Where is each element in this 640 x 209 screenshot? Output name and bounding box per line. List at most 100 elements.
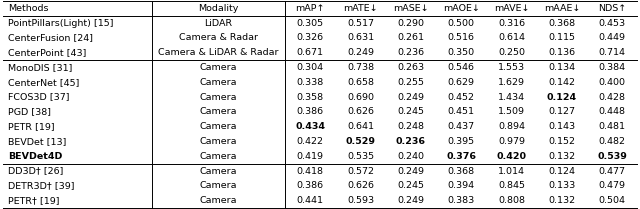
Text: 0.614: 0.614 [498, 33, 525, 42]
Text: Camera: Camera [200, 78, 237, 87]
Text: 0.481: 0.481 [599, 122, 626, 131]
Text: 0.255: 0.255 [397, 78, 424, 87]
Text: Camera & LiDAR & Radar: Camera & LiDAR & Radar [158, 48, 279, 57]
Text: 0.245: 0.245 [397, 107, 424, 116]
Text: 0.808: 0.808 [498, 196, 525, 205]
Text: LiDAR: LiDAR [205, 19, 233, 28]
Text: 0.434: 0.434 [295, 122, 325, 131]
Text: 0.384: 0.384 [598, 63, 626, 72]
Text: 0.338: 0.338 [296, 78, 324, 87]
Text: 0.428: 0.428 [599, 93, 626, 102]
Text: 0.441: 0.441 [296, 196, 324, 205]
Text: 0.453: 0.453 [598, 19, 626, 28]
Text: 0.386: 0.386 [296, 181, 324, 190]
Text: 0.418: 0.418 [296, 167, 324, 176]
Text: 0.979: 0.979 [498, 137, 525, 146]
Text: 0.249: 0.249 [397, 196, 424, 205]
Text: 0.641: 0.641 [347, 122, 374, 131]
Text: 0.240: 0.240 [397, 152, 424, 161]
Text: mASE↓: mASE↓ [393, 4, 429, 13]
Text: Camera: Camera [200, 181, 237, 190]
Text: 0.422: 0.422 [296, 137, 324, 146]
Text: 0.449: 0.449 [599, 33, 626, 42]
Text: 0.419: 0.419 [296, 152, 324, 161]
Text: 0.136: 0.136 [548, 48, 575, 57]
Text: 0.714: 0.714 [599, 48, 626, 57]
Text: 0.142: 0.142 [548, 78, 575, 87]
Text: DETR3D† [39]: DETR3D† [39] [8, 181, 74, 190]
Text: 0.249: 0.249 [347, 48, 374, 57]
Text: 0.127: 0.127 [548, 107, 575, 116]
Text: 0.132: 0.132 [548, 152, 575, 161]
Text: 0.383: 0.383 [447, 196, 475, 205]
Text: CenterPoint [43]: CenterPoint [43] [8, 48, 86, 57]
Text: 0.477: 0.477 [599, 167, 626, 176]
Text: Modality: Modality [198, 4, 239, 13]
Text: PointPillars(Light) [15]: PointPillars(Light) [15] [8, 19, 113, 28]
Text: 0.629: 0.629 [448, 78, 475, 87]
Text: 0.350: 0.350 [447, 48, 475, 57]
Text: BEVDet4D: BEVDet4D [8, 152, 62, 161]
Text: 0.593: 0.593 [347, 196, 374, 205]
Text: 0.143: 0.143 [548, 122, 575, 131]
Text: 0.894: 0.894 [498, 122, 525, 131]
Text: DD3D† [26]: DD3D† [26] [8, 167, 63, 176]
Text: Camera: Camera [200, 93, 237, 102]
Text: Camera & Radar: Camera & Radar [179, 33, 258, 42]
Text: FCOS3D [37]: FCOS3D [37] [8, 93, 69, 102]
Text: 0.376: 0.376 [446, 152, 476, 161]
Text: 0.671: 0.671 [296, 48, 324, 57]
Text: 0.452: 0.452 [448, 93, 475, 102]
Text: BEVDet [13]: BEVDet [13] [8, 137, 66, 146]
Text: PGD [38]: PGD [38] [8, 107, 51, 116]
Text: 0.400: 0.400 [599, 78, 626, 87]
Text: mAVE↓: mAVE↓ [494, 4, 529, 13]
Text: 0.448: 0.448 [599, 107, 626, 116]
Text: 0.249: 0.249 [397, 167, 424, 176]
Text: 0.386: 0.386 [296, 107, 324, 116]
Text: 0.305: 0.305 [296, 19, 324, 28]
Text: 0.115: 0.115 [548, 33, 575, 42]
Text: PETR [19]: PETR [19] [8, 122, 54, 131]
Text: mAOE↓: mAOE↓ [443, 4, 479, 13]
Text: 0.263: 0.263 [397, 63, 424, 72]
Text: 0.516: 0.516 [448, 33, 475, 42]
Text: 0.358: 0.358 [296, 93, 324, 102]
Text: Camera: Camera [200, 167, 237, 176]
Text: 0.249: 0.249 [397, 93, 424, 102]
Text: 0.124: 0.124 [548, 167, 575, 176]
Text: 0.261: 0.261 [397, 33, 424, 42]
Text: Camera: Camera [200, 137, 237, 146]
Text: 0.316: 0.316 [498, 19, 525, 28]
Text: PETR† [19]: PETR† [19] [8, 196, 59, 205]
Text: MonoDIS [31]: MonoDIS [31] [8, 63, 72, 72]
Text: Camera: Camera [200, 107, 237, 116]
Text: 0.845: 0.845 [498, 181, 525, 190]
Text: mAAE↓: mAAE↓ [544, 4, 580, 13]
Text: 0.368: 0.368 [447, 167, 475, 176]
Text: 0.250: 0.250 [498, 48, 525, 57]
Text: 1.014: 1.014 [498, 167, 525, 176]
Text: 0.517: 0.517 [347, 19, 374, 28]
Text: 0.658: 0.658 [347, 78, 374, 87]
Text: 0.500: 0.500 [448, 19, 475, 28]
Text: 1.553: 1.553 [498, 63, 525, 72]
Text: 0.326: 0.326 [296, 33, 324, 42]
Text: CenterFusion [24]: CenterFusion [24] [8, 33, 93, 42]
Text: Camera: Camera [200, 152, 237, 161]
Text: 0.535: 0.535 [347, 152, 374, 161]
Text: 0.539: 0.539 [597, 152, 627, 161]
Text: 0.626: 0.626 [347, 181, 374, 190]
Text: Camera: Camera [200, 122, 237, 131]
Text: 0.134: 0.134 [548, 63, 575, 72]
Text: 0.394: 0.394 [447, 181, 475, 190]
Text: Methods: Methods [8, 4, 48, 13]
Text: 0.420: 0.420 [497, 152, 527, 161]
Text: 0.133: 0.133 [548, 181, 575, 190]
Text: 0.738: 0.738 [347, 63, 374, 72]
Text: Camera: Camera [200, 63, 237, 72]
Text: 0.152: 0.152 [548, 137, 575, 146]
Text: mAP↑: mAP↑ [296, 4, 325, 13]
Text: Camera: Camera [200, 196, 237, 205]
Text: 0.248: 0.248 [397, 122, 424, 131]
